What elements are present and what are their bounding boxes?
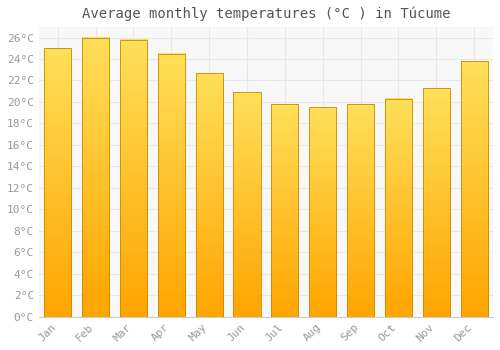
Bar bbox=[347, 104, 374, 317]
Title: Average monthly temperatures (°C ) in Túcume: Average monthly temperatures (°C ) in Tú… bbox=[82, 7, 450, 21]
Bar bbox=[271, 104, 298, 317]
Bar bbox=[82, 37, 109, 317]
Bar bbox=[196, 73, 223, 317]
Bar bbox=[460, 61, 488, 317]
Bar bbox=[309, 107, 336, 317]
Bar bbox=[385, 99, 412, 317]
Bar bbox=[44, 48, 72, 317]
Bar bbox=[120, 40, 147, 317]
Bar bbox=[158, 54, 185, 317]
Bar bbox=[234, 92, 260, 317]
Bar bbox=[422, 88, 450, 317]
